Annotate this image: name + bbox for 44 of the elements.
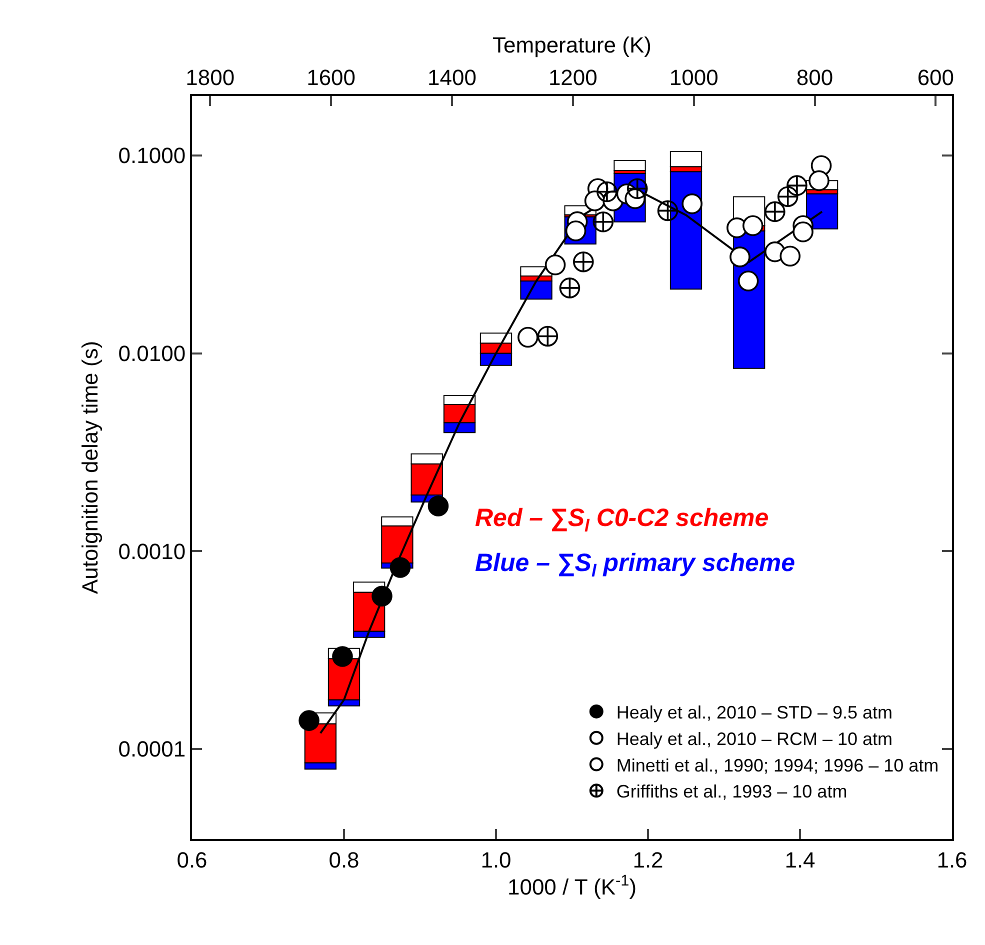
legend-label: Healy et al., 2010 – STD – 9.5 atm [616, 702, 893, 722]
series-label: Red – ∑S$_{l}$ C0-C2 scheme [475, 504, 769, 536]
y-axis-title: Autoignition delay time (s) [78, 340, 103, 594]
x-tick-label: 1.2 [632, 847, 664, 872]
bar [614, 160, 646, 172]
point [390, 557, 411, 578]
point [298, 710, 320, 731]
point [596, 181, 618, 202]
x-tick-label: 0.8 [328, 847, 360, 872]
y-tick-label: 0.0100 [118, 341, 186, 366]
x2-tick-label: 1600 [306, 65, 356, 90]
x-tick-label: 1.6 [936, 847, 968, 872]
x2-tick-label: 1400 [428, 65, 476, 90]
point [573, 251, 594, 272]
x-tick-label: 0.6 [176, 847, 208, 872]
point [592, 211, 614, 232]
y-tick-label: 0.0001 [118, 736, 186, 762]
legend-label: Minetti et al., 1990; 1994; 1996 – 10 atm [616, 755, 939, 776]
point [764, 201, 786, 222]
point [792, 222, 814, 242]
point [682, 193, 702, 214]
y-tick-label: 0.1000 [118, 143, 186, 168]
x2-tick-label: 1000 [669, 65, 718, 90]
y-tick-label: 0.0010 [118, 538, 186, 564]
point [428, 496, 449, 516]
x2-tick-label: 800 [796, 65, 834, 90]
x-axis-title: 1000 / T (K$^{-1}$) [507, 872, 637, 900]
point [372, 586, 392, 606]
x2-axis-title: Temperature (K) [492, 32, 652, 58]
point [738, 270, 759, 292]
point [730, 246, 750, 268]
point [742, 215, 764, 236]
x-tick-label: 1.0 [480, 847, 512, 872]
x2-tick-label: 1800 [186, 65, 235, 90]
point [559, 278, 580, 298]
point [332, 646, 353, 667]
x2-tick-label: 600 [917, 65, 954, 90]
text: Blue – ∑S$_{l}$ primary scheme [475, 549, 796, 580]
point [657, 200, 678, 222]
legend-label: Healy et al., 2010 – RCM – 10 atm [616, 728, 893, 749]
x2-tick-label: 1200 [548, 65, 598, 90]
point [537, 326, 558, 347]
x-tick-label: 1.4 [784, 847, 816, 872]
legend-label: Griffiths et al., 1993 – 10 atm [616, 782, 848, 802]
